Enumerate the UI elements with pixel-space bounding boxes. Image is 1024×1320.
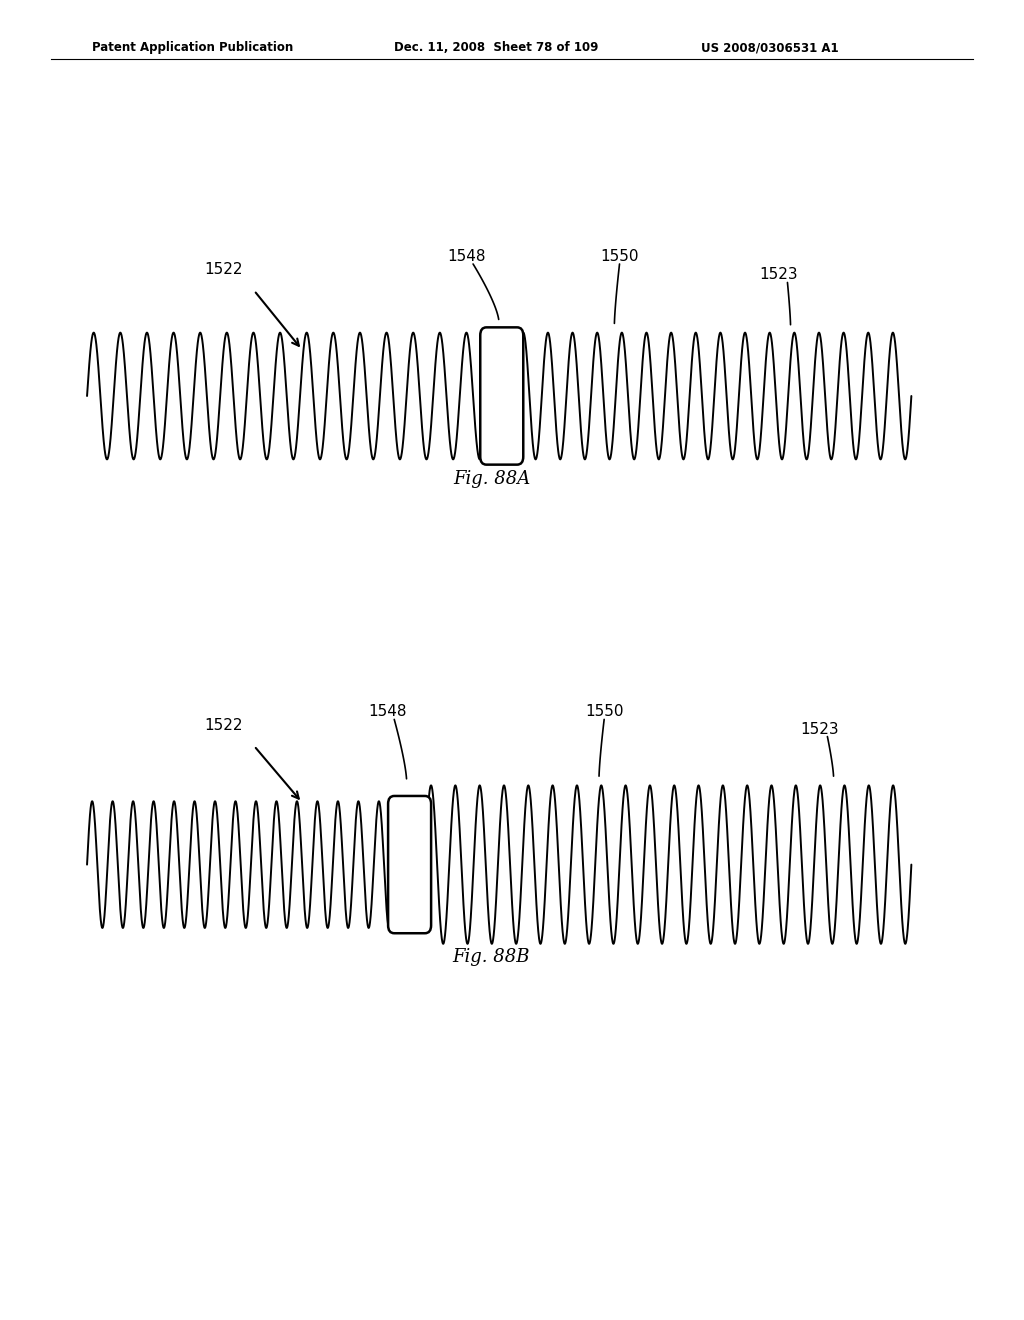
Text: Fig. 88B: Fig. 88B	[453, 948, 530, 966]
Text: 1522: 1522	[204, 263, 243, 277]
Text: 1522: 1522	[204, 718, 243, 733]
Text: Patent Application Publication: Patent Application Publication	[92, 41, 294, 54]
Text: 1523: 1523	[759, 268, 798, 282]
Text: 1548: 1548	[447, 249, 486, 264]
Text: 1523: 1523	[800, 722, 839, 737]
Text: Dec. 11, 2008  Sheet 78 of 109: Dec. 11, 2008 Sheet 78 of 109	[394, 41, 599, 54]
Text: Fig. 88A: Fig. 88A	[453, 470, 530, 488]
FancyBboxPatch shape	[480, 327, 523, 465]
Text: 1550: 1550	[600, 249, 639, 264]
Text: 1550: 1550	[585, 705, 624, 719]
FancyBboxPatch shape	[388, 796, 431, 933]
Text: US 2008/0306531 A1: US 2008/0306531 A1	[701, 41, 839, 54]
Text: 1548: 1548	[368, 705, 407, 719]
